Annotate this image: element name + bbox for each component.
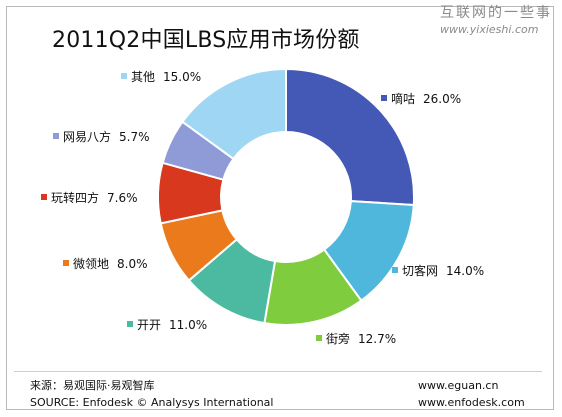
watermark: 互联网的一些事 www.yixieshi.com [440, 2, 552, 36]
slice-value-7: 5.7% [119, 130, 150, 144]
legend-marker-5 [63, 260, 69, 266]
slice-value-2: 14.0% [446, 264, 484, 278]
slice-name-1: 嘀咕 [391, 91, 415, 106]
legend-marker-3 [316, 335, 322, 341]
url-block: www.eguan.cn www.enfodesk.com [418, 377, 525, 411]
url-enfodesk: www.enfodesk.com [418, 396, 525, 409]
slice-label-8: 其他 15.0% [131, 70, 201, 84]
slice-label-2: 切客网 14.0% [402, 263, 484, 278]
slice-label-3: 街旁 12.7% [326, 331, 396, 346]
slice-value-6: 7.6% [107, 191, 138, 205]
slice-name-5: 微领地 [73, 257, 109, 271]
source-en: SOURCE: Enfodesk © Analysys Internationa… [30, 396, 274, 409]
slice-name-4: 开开 [137, 318, 161, 332]
donut-slice-1 [285, 67, 415, 207]
watermark-url: www.yixieshi.com [440, 23, 539, 36]
slice-name-3: 街旁 [326, 331, 350, 346]
legend-marker-4 [127, 321, 133, 327]
donut-slice-8 [181, 67, 287, 161]
slice-value-3: 12.7% [358, 332, 396, 346]
watermark-text: 互联网的一些事 [440, 5, 552, 21]
slice-value-1: 26.0% [423, 92, 461, 106]
legend-marker-6 [41, 194, 47, 200]
slice-name-7: 网易八方 [63, 129, 111, 144]
url-eguan: www.eguan.cn [418, 379, 499, 392]
chart-title: 2011Q2中国LBS应用市场份额 [52, 28, 360, 53]
slice-label-7: 网易八方 5.7% [63, 129, 150, 144]
slice-label-1: 嘀咕 26.0% [391, 91, 461, 106]
source-cn: 来源：易观国际·易观智库 [30, 379, 155, 392]
slice-name-8: 其他 [131, 70, 155, 84]
slice-value-8: 15.0% [163, 70, 201, 84]
slice-name-6: 玩转四方 [51, 190, 99, 205]
source-block: 来源：易观国际·易观智库 SOURCE: Enfodesk © Analysys… [30, 377, 273, 411]
slice-label-6: 玩转四方 7.6% [51, 190, 138, 205]
legend-marker-8 [121, 73, 127, 79]
slice-value-5: 8.0% [117, 257, 148, 271]
slice-label-5: 微领地 8.0% [73, 257, 148, 271]
slice-value-4: 11.0% [169, 318, 207, 332]
slice-label-4: 开开 11.0% [137, 318, 207, 332]
legend-marker-1 [381, 95, 387, 101]
footer-divider [14, 371, 542, 372]
legend-marker-7 [53, 133, 59, 139]
slice-name-2: 切客网 [402, 263, 438, 278]
legend-marker-2 [392, 267, 398, 273]
